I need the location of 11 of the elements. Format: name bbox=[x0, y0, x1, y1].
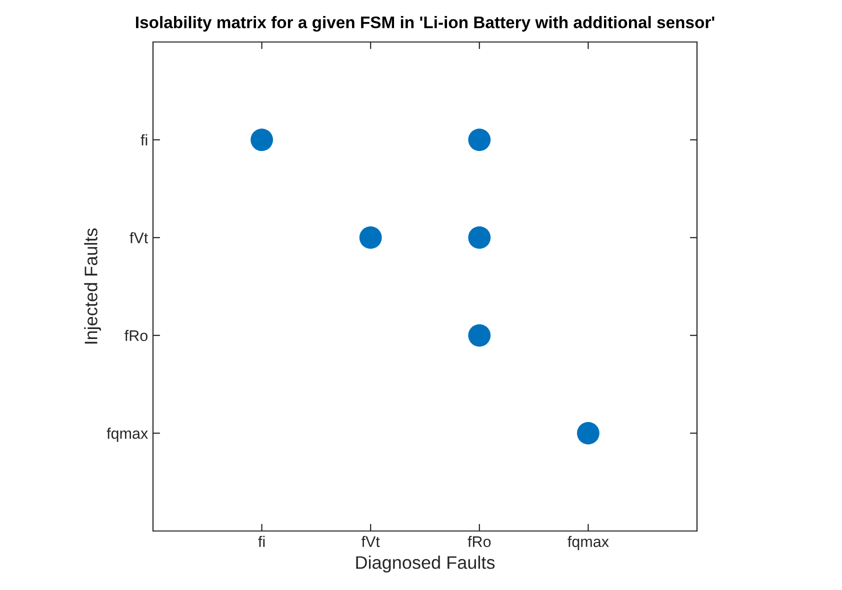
x-tick-label: fqmax bbox=[568, 536, 609, 550]
x-tick-label: fVt bbox=[361, 536, 380, 548]
category-label: fRo bbox=[124, 330, 148, 342]
category-label: fqmax bbox=[106, 428, 148, 442]
y-axis-title: Injected Faults bbox=[84, 228, 101, 344]
x-tick-label: fi bbox=[258, 536, 265, 547]
x-axis-title: Diagnosed Faults bbox=[356, 556, 495, 572]
chart-title: Isolability matrix for a given FSM in 'Li-ion Battery with additional sensor' bbox=[136, 16, 714, 32]
category-label: fVt bbox=[130, 232, 148, 244]
category-label: fi bbox=[140, 134, 148, 146]
x-tick-label: fRo bbox=[468, 536, 491, 548]
